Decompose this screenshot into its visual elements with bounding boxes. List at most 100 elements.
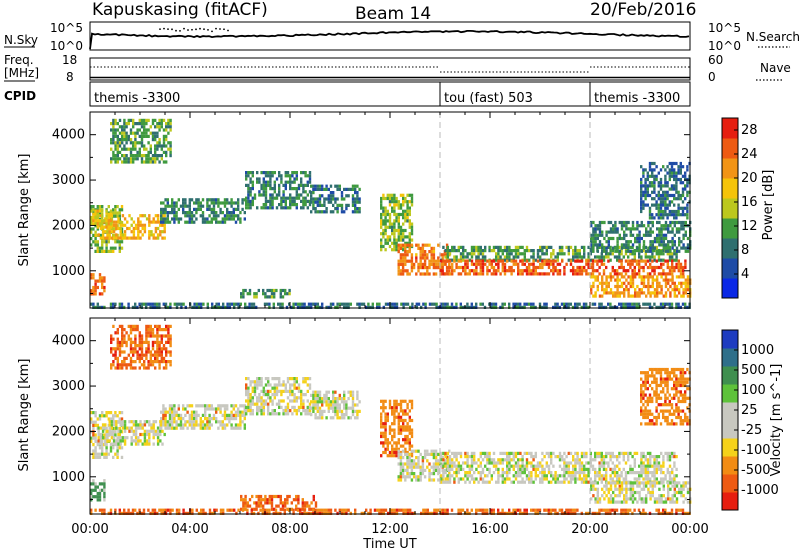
echo-cell <box>659 184 663 188</box>
echo-cell <box>605 246 608 250</box>
echo-cell <box>616 230 619 234</box>
echo-cell <box>138 147 141 151</box>
echo-cell <box>117 432 120 437</box>
echo-cell <box>271 206 274 210</box>
echo-cell <box>596 245 599 249</box>
echo-cell <box>264 295 267 299</box>
echo-cell <box>393 415 396 419</box>
echo-cell <box>488 302 491 306</box>
echo-cell <box>475 269 478 273</box>
echo-cell <box>411 305 414 309</box>
echo-cell <box>323 210 326 214</box>
echo-cell <box>642 259 645 263</box>
echo-cell <box>258 396 261 400</box>
echo-cell <box>94 285 97 290</box>
echo-cell <box>164 410 167 414</box>
echo-cell <box>92 273 95 277</box>
echo-cell <box>642 281 646 285</box>
echo-cell <box>106 432 109 437</box>
echo-cell <box>686 213 689 217</box>
echo-cell <box>195 207 198 211</box>
echo-cell <box>247 199 250 203</box>
echo-cell <box>109 246 113 250</box>
echo-cell <box>128 426 131 430</box>
echo-cell <box>297 409 301 413</box>
echo-cell <box>521 262 524 266</box>
echo-cell <box>490 262 493 266</box>
echo-cell <box>138 154 141 158</box>
echo-cell <box>297 405 301 409</box>
echo-cell <box>289 386 292 390</box>
echo-cell <box>440 455 443 459</box>
echo-cell <box>273 383 276 387</box>
echo-cell <box>451 245 454 249</box>
echo-cell <box>151 118 155 122</box>
echo-cell <box>116 414 119 418</box>
echo-cell <box>432 262 436 266</box>
echo-cell <box>297 187 301 191</box>
echo-cell <box>356 200 359 204</box>
echo-cell <box>166 423 169 427</box>
echo-cell <box>247 196 250 200</box>
echo-cell <box>410 196 414 201</box>
echo-cell <box>160 144 163 148</box>
echo-cell <box>399 409 403 413</box>
echo-cell <box>670 200 674 204</box>
echo-cell <box>154 147 157 151</box>
echo-cell <box>655 193 658 198</box>
echo-cell <box>594 236 597 241</box>
echo-cell <box>301 498 304 502</box>
echo-cell <box>278 183 281 187</box>
echo-cell <box>106 429 109 433</box>
echo-cell <box>125 154 128 158</box>
echo-cell <box>104 442 107 446</box>
echo-cell <box>98 224 102 228</box>
echo-cell <box>184 423 187 427</box>
echo-cell <box>112 353 115 357</box>
echo-cell <box>193 417 196 421</box>
echo-cell <box>651 305 654 309</box>
echo-cell <box>321 187 324 191</box>
echo-cell <box>684 187 687 191</box>
echo-cell <box>169 344 172 348</box>
echo-cell <box>112 208 115 212</box>
echo-cell <box>321 184 324 188</box>
echo-cell <box>289 389 292 393</box>
echo-cell <box>262 180 265 184</box>
echo-cell <box>391 248 394 252</box>
echo-cell <box>249 383 252 387</box>
echo-cell <box>145 128 148 132</box>
echo-cell <box>139 423 142 427</box>
echo-cell <box>673 249 676 253</box>
echo-cell <box>442 474 445 478</box>
echo-cell <box>554 269 557 273</box>
echo-cell <box>675 246 679 250</box>
echo-cell <box>410 259 414 263</box>
echo-cell <box>686 206 689 210</box>
nsearch-point <box>187 29 189 31</box>
echo-cell <box>104 423 107 427</box>
echo-cell <box>206 207 209 211</box>
echo-cell <box>653 168 656 172</box>
echo-cell <box>556 255 559 259</box>
echo-cell <box>395 409 398 413</box>
echo-cell <box>164 211 167 215</box>
echo-cell <box>666 197 669 201</box>
echo-cell <box>651 291 654 295</box>
echo-cell <box>215 305 218 309</box>
echo-cell <box>270 507 274 511</box>
echo-cell <box>598 265 601 270</box>
echo-cell <box>121 128 124 132</box>
echo-cell <box>158 144 161 148</box>
echo-cell <box>127 147 130 151</box>
echo-cell <box>323 203 326 207</box>
echo-cell <box>173 211 176 215</box>
echo-cell <box>158 328 161 332</box>
echo-cell <box>430 259 433 263</box>
echo-cell <box>151 340 155 344</box>
echo-cell <box>160 334 163 338</box>
echo-cell <box>136 328 139 332</box>
echo-cell <box>397 412 400 416</box>
echo-cell <box>457 249 460 253</box>
echo-cell <box>223 413 227 417</box>
